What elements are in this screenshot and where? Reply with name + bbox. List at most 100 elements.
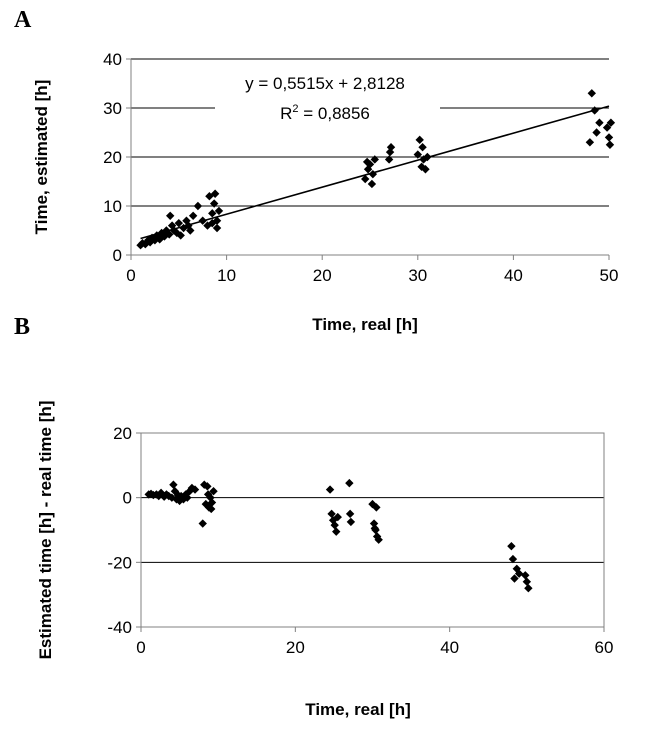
- data-point: [210, 189, 220, 198]
- data-point: [423, 152, 432, 162]
- data-point: [141, 240, 150, 249]
- data-point: [372, 503, 381, 512]
- data-point: [212, 216, 222, 225]
- data-point: [507, 541, 516, 551]
- data-point: [346, 517, 356, 527]
- data-point: [370, 155, 379, 164]
- data-point: [332, 527, 341, 536]
- y-tick-label: -40: [107, 618, 132, 637]
- data-point: [208, 209, 217, 218]
- data-point: [524, 584, 533, 593]
- panel-label-a: A: [14, 7, 32, 33]
- data-point: [413, 150, 422, 159]
- data-point: [198, 519, 207, 528]
- x-tick-label: 20: [286, 638, 305, 657]
- x-axis-title: Time, real [h]: [312, 315, 418, 334]
- data-point: [384, 155, 394, 164]
- data-point: [386, 143, 396, 152]
- y-tick-label: 20: [103, 148, 122, 167]
- r-squared-symbol: R: [280, 104, 292, 123]
- y-tick-label: 40: [103, 50, 122, 69]
- data-point: [165, 211, 175, 220]
- data-point: [207, 504, 216, 514]
- x-axis-title: Time, real [h]: [305, 700, 411, 719]
- data-point: [190, 485, 200, 494]
- data-point: [587, 89, 596, 98]
- data-point: [521, 571, 530, 580]
- y-tick-label: 0: [123, 489, 132, 508]
- y-tick-label: 30: [103, 99, 122, 118]
- data-point: [174, 218, 183, 228]
- x-tick-label: 0: [136, 638, 145, 657]
- r-squared-value: = 0,8856: [299, 104, 370, 123]
- y-tick-label: -20: [107, 553, 132, 572]
- data-point: [325, 485, 335, 494]
- data-point: [508, 554, 518, 564]
- y-tick-label: 20: [113, 424, 132, 443]
- data-point: [374, 535, 383, 544]
- data-point: [522, 577, 532, 586]
- data-point: [330, 520, 339, 530]
- r-squared-superscript: 2: [292, 103, 298, 115]
- data-point: [193, 201, 203, 211]
- data-point: [418, 143, 427, 152]
- data-point: [328, 516, 338, 525]
- data-point: [514, 569, 524, 578]
- data-point: [203, 482, 212, 491]
- data-point: [367, 179, 377, 189]
- data-point: [183, 493, 192, 502]
- data-point: [590, 106, 599, 115]
- data-point: [585, 138, 595, 147]
- y-tick-label: 0: [113, 246, 122, 265]
- data-point: [415, 135, 424, 145]
- data-point: [186, 226, 195, 235]
- data-point: [345, 478, 354, 488]
- r-squared-label: R2 = 0,8856: [280, 103, 370, 123]
- chart-b: -40 -20 0 20 0 20 40 60 Time, real [h] Estimated …: [36, 401, 613, 719]
- x-tick-label: 0: [126, 266, 135, 285]
- x-tick-label: 30: [408, 266, 427, 285]
- data-point: [605, 140, 615, 149]
- y-axis-title: Estimated time [h] - real time [h]: [36, 401, 55, 660]
- y-tick-label: 10: [103, 197, 122, 216]
- data-point: [361, 174, 370, 184]
- data-point: [176, 231, 185, 240]
- data-point: [188, 211, 198, 220]
- chart-a: 0 10 20 30 40 0 10 20 30 40 50 Time, real [h] Time, …: [32, 50, 618, 334]
- equation-background: [215, 66, 440, 126]
- x-tick-label: 20: [313, 266, 332, 285]
- data-point: [327, 509, 336, 519]
- data-point: [169, 480, 178, 489]
- data-point: [333, 512, 342, 522]
- data-point: [604, 133, 614, 142]
- data-point: [209, 199, 219, 208]
- data-point: [209, 487, 218, 496]
- data-point: [198, 216, 207, 225]
- data-point: [602, 123, 612, 132]
- regression-equation: y = 0,5515x + 2,8128: [245, 74, 405, 93]
- panel-label-b: B: [14, 314, 30, 340]
- data-point: [214, 206, 224, 216]
- data-point: [370, 524, 380, 533]
- data-point: [162, 226, 171, 235]
- data-point: [362, 157, 372, 167]
- x-tick-label: 10: [217, 266, 236, 285]
- data-point: [510, 574, 519, 583]
- x-tick-label: 50: [600, 266, 619, 285]
- data-point: [165, 230, 174, 239]
- y-axis-title: Time, estimated [h]: [32, 80, 51, 235]
- data-point: [345, 509, 355, 519]
- data-point: [421, 165, 430, 174]
- x-tick-label: 40: [504, 266, 523, 285]
- data-point: [212, 223, 222, 233]
- x-tick-label: 60: [595, 638, 614, 657]
- data-point: [512, 564, 522, 573]
- data-point: [606, 118, 616, 127]
- x-tick-label: 40: [440, 638, 459, 657]
- data-point: [164, 491, 173, 501]
- data-point: [207, 498, 217, 507]
- data-point: [592, 128, 601, 137]
- data-point: [368, 169, 378, 179]
- data-point: [203, 490, 213, 499]
